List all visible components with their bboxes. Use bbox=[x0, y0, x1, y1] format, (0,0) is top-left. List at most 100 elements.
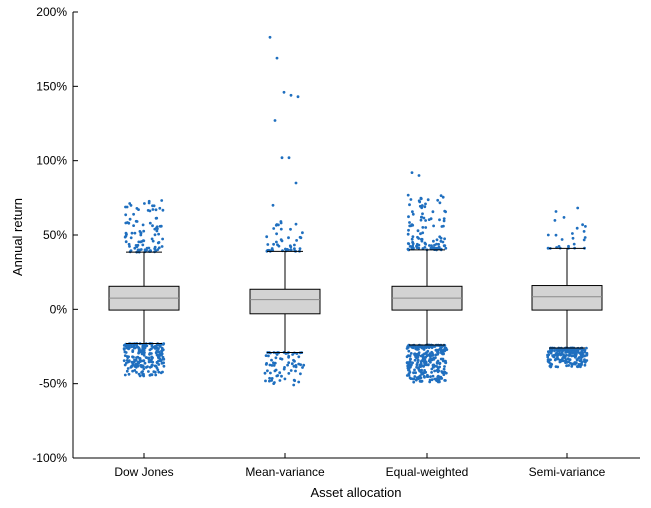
outlier-point bbox=[579, 358, 583, 362]
outlier-point bbox=[126, 221, 129, 224]
outlier-point bbox=[133, 231, 137, 235]
outlier-point bbox=[406, 361, 409, 365]
outlier-point bbox=[419, 365, 422, 368]
outlier-point bbox=[274, 356, 278, 360]
outlier-point bbox=[292, 378, 296, 382]
outlier-point bbox=[584, 225, 587, 228]
outlier-point bbox=[428, 380, 432, 384]
outlier-point bbox=[133, 346, 136, 350]
outlier-point bbox=[421, 226, 425, 229]
outlier-point bbox=[443, 237, 446, 241]
outlier-point bbox=[286, 363, 289, 367]
outlier-point bbox=[439, 194, 443, 198]
outlier-point bbox=[570, 354, 574, 358]
outlier-point bbox=[426, 375, 430, 378]
outlier-point bbox=[142, 359, 146, 362]
outlier-point bbox=[421, 231, 425, 235]
outlier-point bbox=[410, 363, 413, 366]
outlier-point bbox=[417, 174, 421, 177]
outlier-point bbox=[585, 353, 589, 357]
outlier-point bbox=[435, 242, 438, 246]
outlier-point bbox=[297, 362, 301, 366]
outlier-point bbox=[431, 374, 435, 378]
outlier-point bbox=[141, 243, 145, 247]
outlier-point bbox=[155, 343, 159, 347]
outlier-point bbox=[287, 236, 290, 240]
outlier-point bbox=[567, 244, 570, 248]
outlier-point bbox=[585, 359, 589, 362]
outlier-point bbox=[150, 344, 154, 348]
outlier-point bbox=[423, 205, 427, 209]
outlier-point bbox=[148, 221, 152, 225]
outlier-point bbox=[124, 240, 128, 244]
outlier-point bbox=[558, 350, 561, 353]
outlier-point bbox=[160, 245, 164, 248]
outlier-point bbox=[289, 93, 293, 97]
outlier-point bbox=[125, 359, 129, 362]
outlier-point bbox=[290, 362, 294, 366]
outlier-point bbox=[153, 233, 157, 237]
outlier-point bbox=[417, 237, 421, 240]
outlier-point bbox=[423, 241, 427, 245]
boxes bbox=[108, 247, 603, 353]
outlier-point bbox=[154, 208, 158, 212]
outlier-point bbox=[272, 242, 275, 246]
outlier-point bbox=[280, 374, 283, 378]
outlier-point bbox=[157, 246, 161, 250]
outlier-point bbox=[554, 210, 558, 213]
outlier-point bbox=[278, 379, 282, 382]
outlier-point bbox=[148, 348, 152, 352]
outlier-point bbox=[436, 350, 439, 354]
outlier-point bbox=[151, 224, 154, 228]
outlier-point bbox=[413, 375, 417, 378]
outlier-point bbox=[417, 199, 421, 203]
outlier-point bbox=[405, 374, 409, 377]
outlier-point bbox=[127, 355, 130, 359]
outlier-point bbox=[436, 198, 440, 202]
outlier-point bbox=[279, 238, 283, 242]
outlier-point bbox=[143, 248, 147, 252]
outlier-point bbox=[160, 361, 164, 365]
outlier-point bbox=[415, 365, 418, 369]
outlier-point bbox=[150, 363, 154, 367]
outlier-point bbox=[438, 218, 441, 222]
outlier-point bbox=[266, 369, 269, 373]
outlier-point bbox=[443, 379, 447, 382]
outlier-point bbox=[289, 248, 293, 252]
outlier-point bbox=[133, 365, 137, 368]
outlier-point bbox=[549, 347, 552, 351]
outlier-point bbox=[553, 219, 557, 222]
outlier-point bbox=[411, 210, 414, 214]
outlier-point bbox=[409, 352, 413, 355]
outlier-point bbox=[264, 379, 267, 383]
outlier-point bbox=[293, 247, 296, 251]
outlier-point bbox=[428, 244, 431, 247]
outlier-point bbox=[582, 360, 586, 363]
outlier-point bbox=[130, 365, 134, 368]
outlier-point bbox=[283, 366, 286, 369]
outlier-point bbox=[129, 236, 133, 240]
outlier-point bbox=[275, 353, 279, 356]
box-semi-variance bbox=[531, 285, 603, 311]
outlier-point bbox=[438, 201, 442, 205]
outlier-point bbox=[575, 350, 579, 354]
outlier-point bbox=[155, 229, 159, 233]
outlier-point bbox=[295, 239, 298, 242]
outlier-point bbox=[564, 359, 567, 363]
outlier-point bbox=[426, 198, 430, 202]
outlier-point bbox=[583, 236, 587, 239]
outlier-point bbox=[128, 245, 131, 248]
outlier-point bbox=[139, 359, 142, 363]
outlier-point bbox=[410, 237, 414, 241]
outlier-point bbox=[301, 231, 304, 235]
outlier-point bbox=[270, 379, 273, 382]
outlier-point bbox=[157, 363, 161, 366]
outlier-point bbox=[294, 222, 298, 226]
outlier-point bbox=[122, 347, 126, 351]
outlier-point bbox=[432, 358, 436, 361]
outlier-point bbox=[124, 213, 128, 217]
outlier-point bbox=[275, 56, 279, 60]
outlier-point bbox=[143, 202, 146, 205]
outlier-point bbox=[405, 355, 409, 359]
outlier-point bbox=[419, 218, 423, 222]
